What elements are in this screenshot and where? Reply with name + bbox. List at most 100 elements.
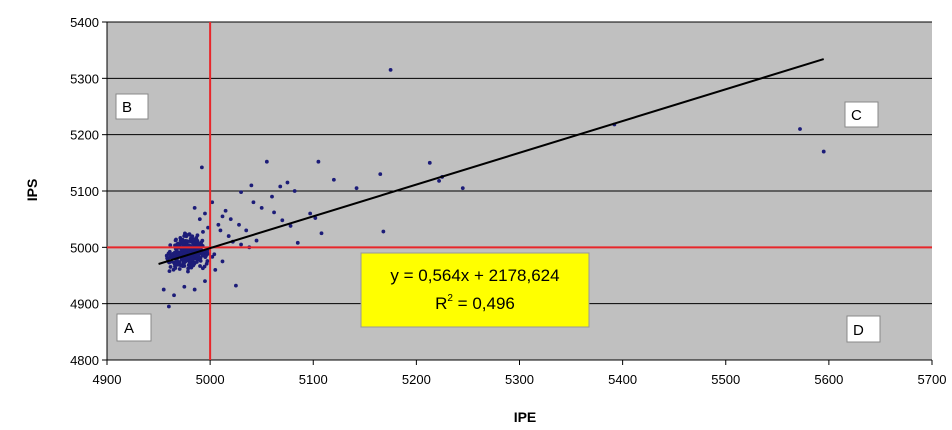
- data-point: [437, 178, 441, 183]
- data-point: [213, 267, 218, 272]
- y-tick-label: 5000: [70, 240, 99, 255]
- data-point: [173, 266, 178, 270]
- data-point: [192, 206, 197, 210]
- y-axis-title: IPS: [24, 179, 40, 202]
- data-point: [203, 211, 207, 216]
- data-point: [234, 283, 238, 288]
- data-point: [198, 264, 202, 268]
- reference-lines: [107, 22, 932, 360]
- data-point: [308, 211, 313, 216]
- data-point: [226, 234, 231, 238]
- data-point: [178, 235, 183, 240]
- data-point: [197, 217, 202, 222]
- data-point: [176, 241, 180, 246]
- data-point: [254, 238, 259, 243]
- data-point: [331, 177, 336, 182]
- data-point: [206, 225, 210, 230]
- data-point: [212, 252, 217, 257]
- data-point: [381, 229, 386, 234]
- y-tick-label: 4800: [70, 353, 99, 368]
- data-point: [288, 224, 293, 228]
- data-point: [278, 184, 283, 189]
- x-tick-label: 5400: [608, 372, 637, 387]
- data-point: [292, 189, 297, 193]
- data-point: [192, 287, 197, 292]
- x-tick-label: 5700: [918, 372, 947, 387]
- data-point: [200, 266, 205, 271]
- data-point: [203, 279, 207, 284]
- r-squared-value: = 0,496: [453, 294, 515, 313]
- data-point: [175, 261, 180, 266]
- x-tick-label: 5100: [299, 372, 328, 387]
- data-point: [182, 260, 187, 265]
- data-point: [239, 190, 243, 195]
- data-point: [295, 240, 300, 245]
- quadrant-c-text: C: [851, 107, 862, 124]
- data-point: [172, 250, 177, 255]
- x-tick-label: 4900: [93, 372, 122, 387]
- data-point: [259, 206, 264, 210]
- quadrant-d-text: D: [853, 322, 864, 339]
- data-point: [216, 222, 221, 227]
- data-point: [427, 160, 432, 165]
- data-point: [191, 241, 196, 246]
- data-point: [264, 159, 269, 164]
- quadrant-label-c: C: [844, 101, 879, 128]
- data-point: [280, 218, 285, 223]
- data-point: [173, 253, 178, 258]
- data-point: [177, 267, 182, 271]
- data-point: [198, 259, 203, 263]
- data-point: [239, 242, 243, 247]
- x-tick-label: 5500: [711, 372, 740, 387]
- data-point: [218, 228, 223, 233]
- data-point: [378, 172, 383, 177]
- data-point: [173, 238, 178, 243]
- r-squared-prefix: R: [435, 294, 447, 313]
- y-axis: 4800 4900 5000 5100 5200 5300 5400: [70, 15, 108, 368]
- data-point: [199, 165, 204, 170]
- x-tick-label: 5300: [505, 372, 534, 387]
- data-point: [220, 259, 225, 264]
- data-point: [191, 261, 195, 266]
- data-point: [195, 233, 200, 238]
- data-point: [166, 251, 171, 256]
- data-point: [172, 293, 176, 298]
- data-point: [354, 186, 359, 191]
- data-point: [199, 240, 204, 245]
- data-point: [220, 214, 225, 219]
- data-point: [189, 256, 194, 261]
- data-point: [223, 208, 228, 213]
- y-tick-label: 5400: [70, 15, 99, 30]
- data-point: [201, 229, 205, 234]
- data-point: [200, 253, 205, 258]
- data-point: [190, 234, 195, 239]
- quadrant-label-a: A: [116, 313, 152, 342]
- equation-box: y = 0,564x + 2178,624 R2 = 0,496: [360, 252, 590, 328]
- x-tick-label: 5600: [814, 372, 843, 387]
- x-tick-label: 5000: [196, 372, 225, 387]
- r-squared-exponent: 2: [447, 293, 453, 304]
- quadrant-b-text: B: [122, 99, 132, 116]
- data-point: [204, 261, 209, 266]
- data-point: [168, 243, 173, 248]
- data-point: [187, 263, 191, 267]
- y-tick-label: 4900: [70, 297, 99, 312]
- data-point: [228, 217, 233, 222]
- data-point: [182, 264, 187, 268]
- data-point: [270, 194, 274, 199]
- data-point: [195, 253, 199, 258]
- data-point: [798, 127, 802, 131]
- data-point: [285, 180, 290, 185]
- x-axis-title: IPE: [514, 409, 537, 425]
- data-point: [237, 222, 241, 227]
- data-point: [244, 228, 249, 233]
- data-point: [319, 231, 324, 236]
- x-axis: 4900 5000 5100 5200 5300 5400 5500 5600 5700: [93, 360, 947, 387]
- data-point: [204, 253, 209, 258]
- y-tick-label: 5100: [70, 184, 99, 199]
- trendline: [158, 58, 825, 265]
- data-point: [249, 183, 254, 188]
- data-point: [251, 200, 256, 205]
- data-point: [166, 304, 171, 309]
